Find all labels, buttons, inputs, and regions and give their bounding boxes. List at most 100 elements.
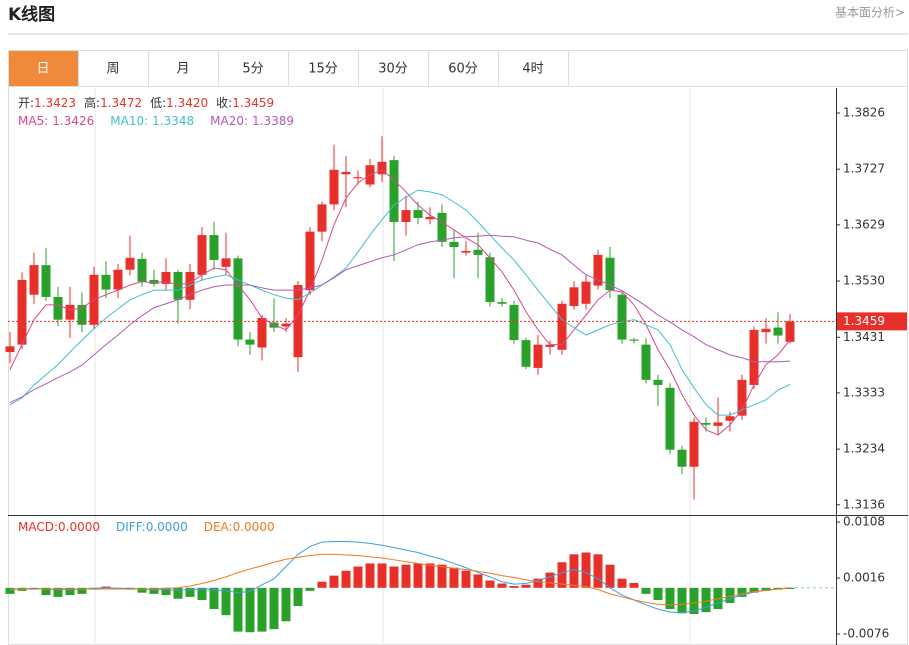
macd-bar <box>5 587 15 594</box>
macd-bar <box>521 584 531 588</box>
y-tick-label: -0.0076 <box>843 627 889 641</box>
tab-label[interactable]: 15分 <box>308 62 338 77</box>
tab-label[interactable]: 周 <box>106 62 119 77</box>
legend-name: MA5: <box>18 114 48 128</box>
legend-name: DEA: <box>204 520 233 534</box>
macd-bar <box>269 587 279 630</box>
candle-body <box>41 265 51 297</box>
tab[interactable] <box>358 50 429 87</box>
candle-body <box>629 339 639 341</box>
macd-bar <box>701 587 711 613</box>
macd-bar <box>545 572 555 588</box>
fundamental-link[interactable]: 基本面分析> <box>835 6 905 20</box>
macd-bar <box>149 587 159 594</box>
candle-body <box>461 250 471 253</box>
legend-name: MACD: <box>18 520 58 534</box>
candle-body <box>749 329 759 385</box>
legend-value: 0.0000 <box>146 520 188 534</box>
tab-label[interactable]: 4时 <box>522 62 543 77</box>
candle-body <box>77 304 87 325</box>
macd-bar <box>197 587 207 600</box>
macd-bar <box>581 552 591 588</box>
legend-value: 1.3389 <box>252 114 294 128</box>
y-tick-label: 0.0108 <box>843 515 885 529</box>
candle-body <box>401 210 411 223</box>
macd-bar <box>461 570 471 588</box>
tab[interactable] <box>148 50 219 87</box>
candle-body <box>557 303 567 350</box>
macd-bar <box>449 567 459 588</box>
candle-body <box>641 344 651 380</box>
macd-bar <box>65 587 75 596</box>
candle-body <box>521 340 531 367</box>
y-tick-label: 1.3333 <box>843 385 885 399</box>
candle-body <box>473 249 483 255</box>
candle-body <box>65 304 75 320</box>
tab-label[interactable]: 5分 <box>242 62 263 77</box>
macd-bar <box>785 587 795 590</box>
macd-bar <box>629 582 639 588</box>
tab[interactable] <box>8 50 79 87</box>
macd-bar <box>257 587 267 632</box>
candle-body <box>221 258 231 267</box>
macd-line <box>10 553 791 606</box>
macd-bar <box>161 587 171 596</box>
candle-body <box>773 327 783 336</box>
tab-label[interactable]: 日 <box>36 62 49 77</box>
macd-bar <box>317 581 327 588</box>
macd-bar <box>437 564 447 588</box>
tab-label[interactable]: 60分 <box>448 62 478 77</box>
y-tick-label: 0.0016 <box>843 571 885 585</box>
candle-body <box>257 317 267 348</box>
macd-bar <box>365 563 375 588</box>
candle-body <box>377 161 387 175</box>
macd-bar <box>533 578 543 588</box>
macd-bar <box>41 587 51 596</box>
legend-value: 1.3426 <box>52 114 94 128</box>
y-tick-label: 1.3629 <box>843 217 885 231</box>
candle-body <box>233 258 243 340</box>
tab[interactable] <box>78 50 149 87</box>
candle-body <box>533 344 543 368</box>
y-tick-label: 1.3727 <box>843 162 885 176</box>
macd-bar <box>569 554 579 588</box>
candle-body <box>509 304 519 341</box>
candle-body <box>245 339 255 345</box>
candle-body <box>317 204 327 232</box>
candle-body <box>341 172 351 175</box>
candle-body <box>185 271 195 300</box>
macd-bar <box>245 587 255 633</box>
legend-name: MA10: <box>110 114 148 128</box>
legend-value: 0.0000 <box>233 520 275 534</box>
legend: MACD:0.0000 DIFF:0.0000 DEA:0.0000 <box>18 520 275 534</box>
tab[interactable] <box>288 50 359 87</box>
candle-body <box>281 323 291 327</box>
candle-body <box>53 296 63 320</box>
macd-bar <box>509 585 519 588</box>
macd-bar <box>653 587 663 600</box>
ohlc-label: 低: <box>150 96 166 110</box>
candle-body <box>149 279 159 284</box>
macd-bar <box>101 586 111 588</box>
macd-bar <box>497 583 507 588</box>
macd-bar <box>173 587 183 599</box>
candle-body <box>305 231 315 291</box>
candle-body <box>5 346 15 353</box>
macd-bar <box>185 587 195 597</box>
candle-body <box>701 423 711 425</box>
ma-line <box>9 169 791 436</box>
tab-label[interactable]: 月 <box>176 62 189 77</box>
candle-body <box>677 449 687 467</box>
tab-label[interactable]: 30分 <box>378 62 408 77</box>
candle-body <box>113 269 123 290</box>
y-tick-label: 1.3234 <box>843 442 885 456</box>
page-title: K线图 <box>8 4 55 25</box>
macd-bar <box>725 587 735 604</box>
macd-bar <box>689 587 699 614</box>
tab[interactable] <box>498 50 569 87</box>
macd-bar <box>605 564 615 588</box>
candle-body <box>689 421 699 467</box>
chart-frame <box>8 50 908 645</box>
tab[interactable] <box>218 50 289 87</box>
